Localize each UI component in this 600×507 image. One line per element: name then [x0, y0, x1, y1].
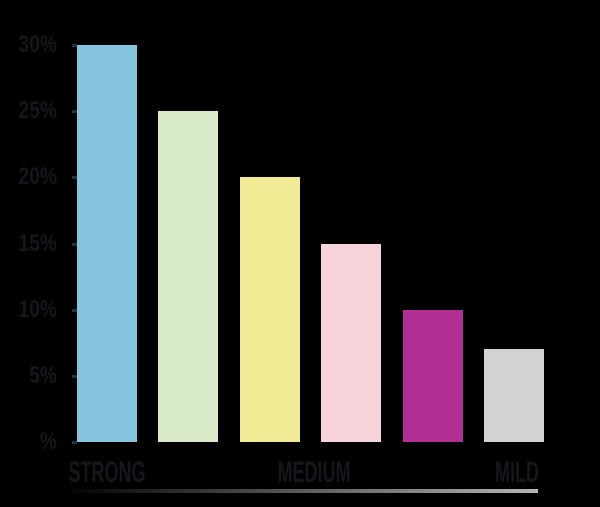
bar-3	[240, 177, 300, 442]
y-tick-label: 15%	[18, 229, 57, 257]
y-tick-label: 5%	[29, 361, 57, 389]
x-axis-gradient-line	[62, 489, 538, 493]
y-tick-label: 30%	[18, 31, 57, 58]
x-axis-label-medium: MEDIUM	[277, 456, 351, 489]
y-tick-mark	[72, 242, 77, 246]
y-tick-mark	[72, 441, 77, 444]
y-tick-label: 20%	[18, 163, 57, 191]
bar-2	[158, 111, 218, 442]
y-tick-mark	[72, 176, 77, 180]
x-axis-label-strong: STRONG	[68, 456, 146, 489]
y-tick-label: 10%	[18, 295, 57, 323]
y-tick-label: 25%	[18, 97, 57, 125]
y-tick-mark	[72, 44, 77, 47]
y-tick-label: %	[39, 428, 57, 455]
bar-4	[321, 243, 381, 442]
y-tick-mark	[72, 308, 77, 312]
y-tick-mark	[72, 374, 77, 378]
bar-1	[77, 45, 137, 442]
y-tick-mark	[72, 110, 77, 114]
bar-5	[403, 309, 463, 442]
x-axis-label-mild: MILD	[494, 456, 539, 489]
bar-6	[484, 349, 544, 442]
